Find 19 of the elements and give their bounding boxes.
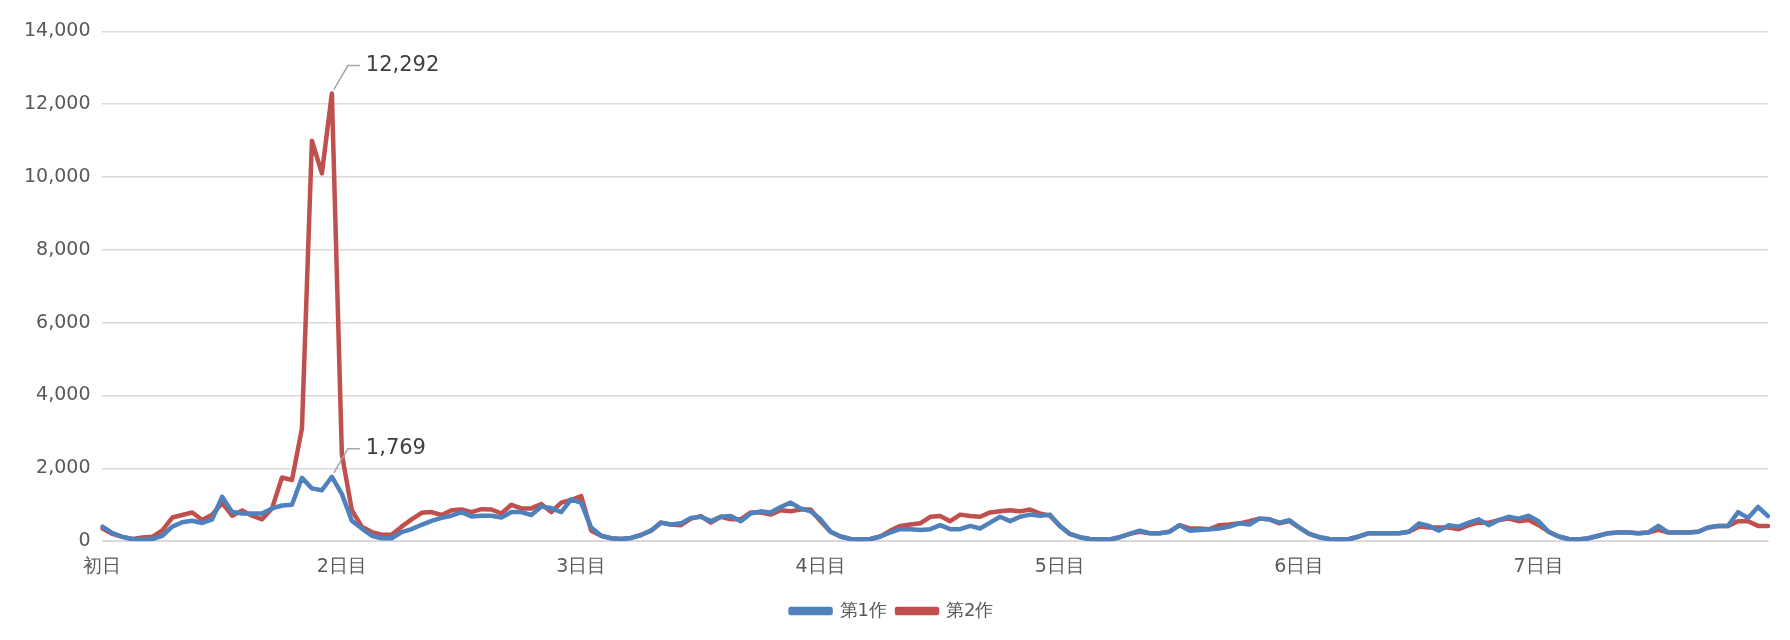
legend-label: 第1作 xyxy=(839,598,887,620)
x-tick-label: 初日 xyxy=(83,553,122,576)
data-label: 12,292 xyxy=(365,52,440,77)
y-tick-label: 8,000 xyxy=(36,236,91,259)
x-tick-label: 7日目 xyxy=(1513,553,1564,576)
x-tick-label: 6日目 xyxy=(1274,553,1325,576)
y-tick-label: 6,000 xyxy=(36,309,91,332)
y-tick-label: 4,000 xyxy=(36,382,91,405)
y-tick-label: 2,000 xyxy=(36,455,91,478)
y-tick-label: 14,000 xyxy=(24,18,91,41)
y-tick-label: 10,000 xyxy=(24,163,91,186)
y-tick-label: 12,000 xyxy=(24,91,91,114)
y-tick-label: 0 xyxy=(78,528,91,551)
x-tick-label: 2日目 xyxy=(316,553,367,576)
legend-label: 第2作 xyxy=(946,598,994,620)
x-tick-label: 3日目 xyxy=(556,553,607,576)
x-tick-label: 4日目 xyxy=(795,553,846,576)
x-tick-label: 5日目 xyxy=(1034,553,1085,576)
data-label: 1,769 xyxy=(365,435,426,460)
